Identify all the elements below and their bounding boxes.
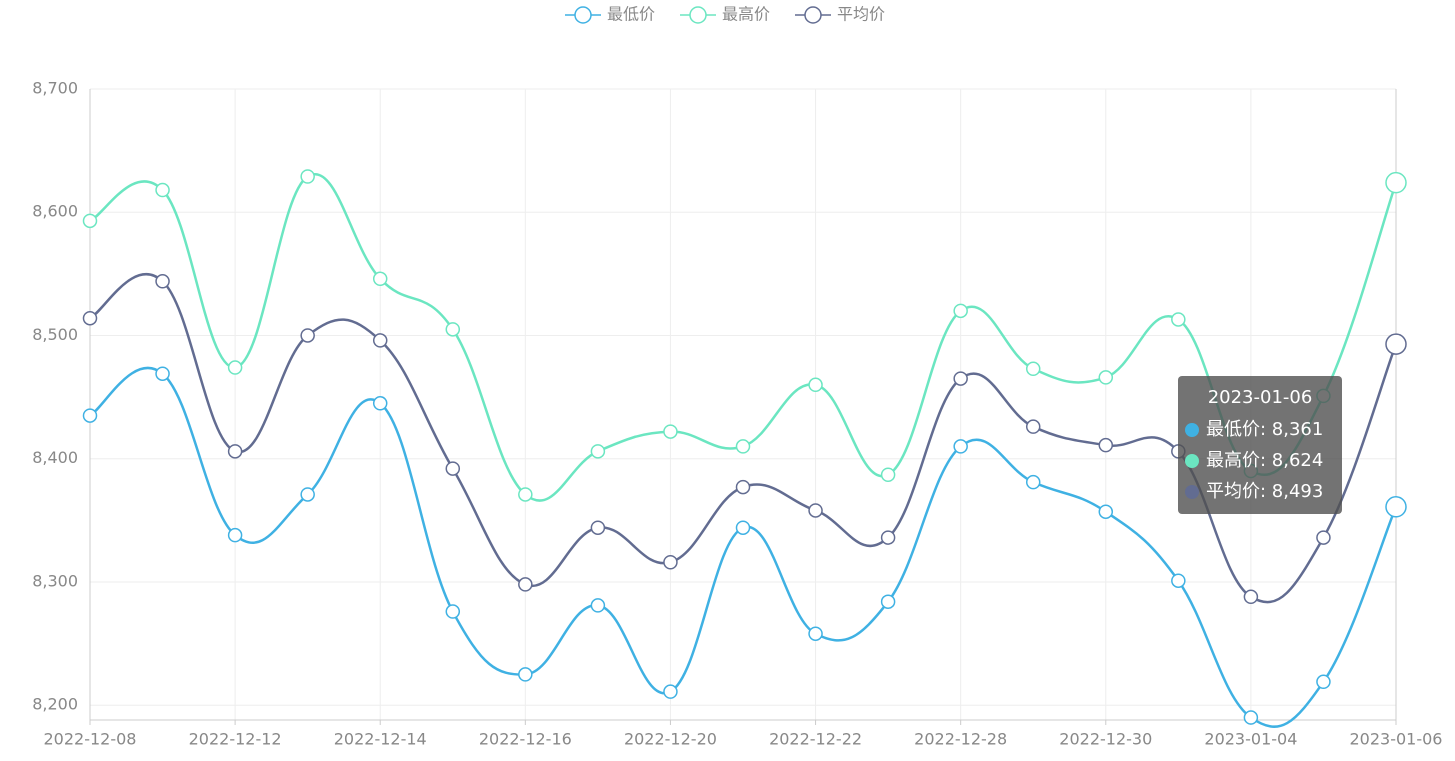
data-point <box>590 444 606 459</box>
x-tick-label: 2023-01-04 <box>1204 730 1297 749</box>
tooltip-name: 平均价 <box>1206 481 1260 502</box>
legend-label: 最高价 <box>722 5 770 24</box>
data-point <box>82 213 98 229</box>
data-point <box>953 371 968 386</box>
legend-icon <box>689 6 707 24</box>
data-point <box>372 333 388 348</box>
data-point <box>735 520 751 535</box>
tooltip-name: 最高价 <box>1206 450 1260 471</box>
tooltip-row: 平均价: 8,493 <box>1206 481 1323 502</box>
legend-icon <box>574 6 592 24</box>
data-point <box>1171 573 1186 588</box>
tooltip-dot <box>1185 454 1199 468</box>
data-point <box>1316 530 1331 545</box>
data-point <box>1098 504 1114 519</box>
data-point <box>808 626 823 641</box>
y-tick-label: 8,200 <box>32 695 78 714</box>
data-point <box>953 439 968 454</box>
legend-item[interactable]: 最低价 <box>565 5 655 24</box>
data-point <box>1316 674 1331 690</box>
tooltip: 2023-01-06 最低价: 8,361 最高价: 8,624 平均价: 8,493 <box>1178 376 1342 514</box>
x-tick-label: 2023-01-06 <box>1350 730 1443 749</box>
tooltip-value: 8,493 <box>1272 481 1324 502</box>
x-tick-label: 2022-12-30 <box>1059 730 1152 749</box>
tooltip-dot <box>1185 423 1199 437</box>
data-point <box>372 271 388 287</box>
y-tick-label: 8,600 <box>32 202 78 221</box>
data-point <box>1025 474 1041 490</box>
data-point <box>155 366 170 381</box>
tooltip-sep: : <box>1260 450 1272 471</box>
legend: 最低价 最高价 平均价 <box>565 5 885 24</box>
tooltip-sep: : <box>1260 481 1272 502</box>
data-point <box>155 274 170 289</box>
data-point <box>880 594 896 609</box>
data-point <box>518 667 533 682</box>
legend-label: 最低价 <box>607 5 655 24</box>
data-point <box>155 182 170 198</box>
data-point <box>445 604 461 619</box>
data-point <box>735 479 751 495</box>
data-point <box>1385 171 1407 194</box>
data-point <box>227 360 243 375</box>
x-tick-label: 2022-12-22 <box>769 730 862 749</box>
y-tick-label: 8,700 <box>32 79 78 98</box>
data-point <box>1385 333 1407 355</box>
data-point <box>300 169 315 184</box>
data-point <box>663 555 678 570</box>
data-point <box>1243 710 1259 725</box>
legend-item[interactable]: 最高价 <box>680 5 770 24</box>
data-point <box>300 328 315 343</box>
data-point <box>518 487 533 502</box>
data-point <box>590 598 606 613</box>
data-point <box>227 527 243 543</box>
data-point <box>1385 496 1407 518</box>
tooltip-row: 最高价: 8,624 <box>1206 450 1323 471</box>
data-point <box>1025 361 1041 377</box>
data-point <box>1025 419 1041 434</box>
data-point <box>1243 589 1259 605</box>
y-tick-label: 8,300 <box>32 571 78 590</box>
tooltip-value: 8,624 <box>1272 450 1324 471</box>
data-point <box>1098 370 1114 385</box>
data-point <box>445 322 461 337</box>
data-point <box>808 377 823 393</box>
data-point <box>663 424 678 439</box>
x-tick-label: 2022-12-08 <box>44 730 137 749</box>
data-point <box>1098 437 1114 453</box>
tooltip-sep: : <box>1260 419 1272 440</box>
data-point <box>518 577 533 592</box>
data-point <box>880 467 896 482</box>
y-tick-label: 8,500 <box>32 325 78 344</box>
tooltip-row: 最低价: 8,361 <box>1206 419 1323 440</box>
y-tick-label: 8,400 <box>32 448 78 467</box>
tooltip-box <box>1178 376 1342 514</box>
data-point <box>663 684 678 699</box>
tooltip-title: 2023-01-06 <box>1208 387 1313 408</box>
x-tick-label: 2022-12-20 <box>624 730 717 749</box>
data-point <box>735 439 751 454</box>
legend-item[interactable]: 平均价 <box>795 5 885 24</box>
data-point <box>953 303 968 319</box>
data-point <box>82 408 98 423</box>
x-tick-label: 2022-12-28 <box>914 730 1007 749</box>
data-point <box>1171 312 1186 327</box>
data-point <box>227 444 243 459</box>
data-point <box>590 520 606 535</box>
tooltip-dot <box>1185 485 1199 499</box>
legend-label: 平均价 <box>837 5 885 24</box>
data-point <box>808 503 823 518</box>
tooltip-name: 最低价 <box>1206 419 1260 440</box>
legend-icon <box>804 6 822 24</box>
x-tick-label: 2022-12-16 <box>479 730 572 749</box>
x-tick-label: 2022-12-12 <box>189 730 282 749</box>
tooltip-value: 8,361 <box>1272 419 1324 440</box>
data-point <box>300 487 315 502</box>
data-point <box>445 461 461 476</box>
data-point <box>372 396 388 411</box>
data-point <box>82 310 98 326</box>
x-tick-label: 2022-12-14 <box>334 730 427 749</box>
data-point <box>880 530 896 545</box>
